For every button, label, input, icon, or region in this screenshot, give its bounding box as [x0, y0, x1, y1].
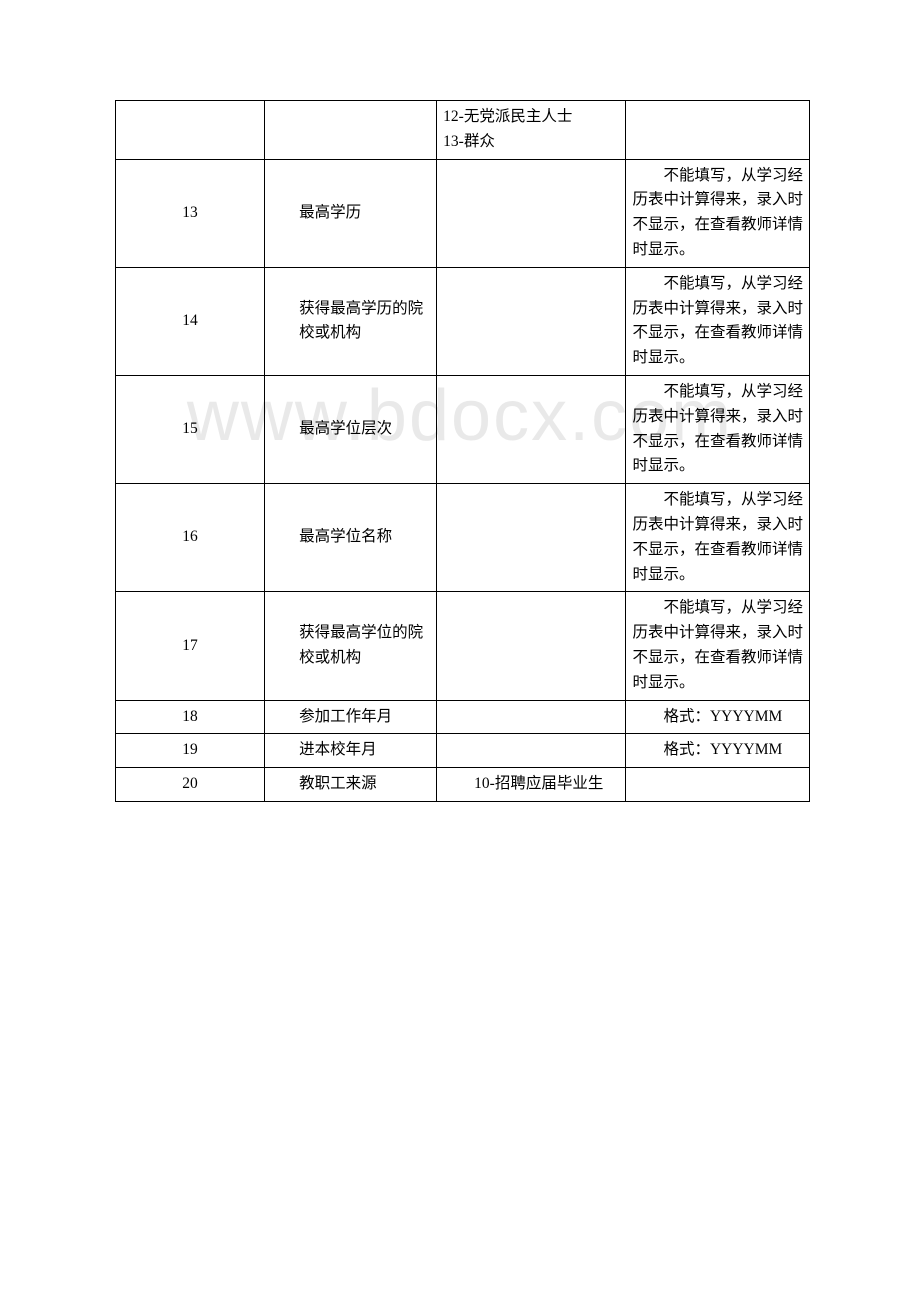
- cell-note: [626, 768, 810, 802]
- note-text: 不能填写，从学习经历表中计算得来，录入时不显示，在查看教师详情时显示。: [632, 164, 803, 263]
- cell-options: 12-无党派民主人士13-群众: [437, 101, 626, 160]
- cell-options: [437, 734, 626, 768]
- cell-note: 不能填写，从学习经历表中计算得来，录入时不显示，在查看教师详情时显示。: [626, 375, 810, 483]
- cell-options: [437, 484, 626, 592]
- note-text: 不能填写，从学习经历表中计算得来，录入时不显示，在查看教师详情时显示。: [632, 596, 803, 695]
- cell-num: 17: [116, 592, 265, 700]
- cell-field: 参加工作年月: [265, 700, 437, 734]
- table-row: 20 教职工来源 10-招聘应届毕业生: [116, 768, 810, 802]
- note-text: 不能填写，从学习经历表中计算得来，录入时不显示，在查看教师详情时显示。: [632, 488, 803, 587]
- cell-num: 20: [116, 768, 265, 802]
- field-text: 最高学历: [271, 201, 430, 226]
- cell-options: [437, 267, 626, 375]
- cell-note: 不能填写，从学习经历表中计算得来，录入时不显示，在查看教师详情时显示。: [626, 592, 810, 700]
- cell-options: [437, 700, 626, 734]
- cell-options: [437, 375, 626, 483]
- field-text: 最高学位名称: [271, 525, 430, 550]
- cell-note: 不能填写，从学习经历表中计算得来，录入时不显示，在查看教师详情时显示。: [626, 484, 810, 592]
- cell-field: 最高学位层次: [265, 375, 437, 483]
- note-text: 格式：YYYYMM: [632, 738, 803, 763]
- note-text: 格式：YYYYMM: [632, 705, 803, 730]
- table-row: 12-无党派民主人士13-群众: [116, 101, 810, 160]
- field-text: 最高学位层次: [271, 417, 430, 442]
- cell-field: 获得最高学历的院校或机构: [265, 267, 437, 375]
- field-text: 获得最高学历的院校或机构: [271, 297, 430, 347]
- field-text: 获得最高学位的院校或机构: [271, 621, 430, 671]
- cell-note: 不能填写，从学习经历表中计算得来，录入时不显示，在查看教师详情时显示。: [626, 267, 810, 375]
- cell-note: 格式：YYYYMM: [626, 700, 810, 734]
- table-row: 13 最高学历 不能填写，从学习经历表中计算得来，录入时不显示，在查看教师详情时…: [116, 159, 810, 267]
- note-text: 不能填写，从学习经历表中计算得来，录入时不显示，在查看教师详情时显示。: [632, 272, 803, 371]
- cell-field: 教职工来源: [265, 768, 437, 802]
- table-row: 17 获得最高学位的院校或机构 不能填写，从学习经历表中计算得来，录入时不显示，…: [116, 592, 810, 700]
- cell-num: 18: [116, 700, 265, 734]
- table-row: 15 最高学位层次 不能填写，从学习经历表中计算得来，录入时不显示，在查看教师详…: [116, 375, 810, 483]
- table-row: 14 获得最高学历的院校或机构 不能填写，从学习经历表中计算得来，录入时不显示，…: [116, 267, 810, 375]
- cell-num: 13: [116, 159, 265, 267]
- cell-options: [437, 159, 626, 267]
- table-row: 16 最高学位名称 不能填写，从学习经历表中计算得来，录入时不显示，在查看教师详…: [116, 484, 810, 592]
- cell-field: 获得最高学位的院校或机构: [265, 592, 437, 700]
- cell-note: [626, 101, 810, 160]
- note-text: 不能填写，从学习经历表中计算得来，录入时不显示，在查看教师详情时显示。: [632, 380, 803, 479]
- cell-num: [116, 101, 265, 160]
- cell-num: 19: [116, 734, 265, 768]
- cell-note: 格式：YYYYMM: [626, 734, 810, 768]
- cell-note: 不能填写，从学习经历表中计算得来，录入时不显示，在查看教师详情时显示。: [626, 159, 810, 267]
- table-body: 12-无党派民主人士13-群众 13 最高学历 不能填写，从学习经历表中计算得来…: [116, 101, 810, 802]
- cell-num: 14: [116, 267, 265, 375]
- field-text: 参加工作年月: [271, 705, 430, 730]
- cell-options: 10-招聘应届毕业生: [437, 768, 626, 802]
- field-text: 进本校年月: [271, 738, 430, 763]
- cell-field: [265, 101, 437, 160]
- cell-field: 进本校年月: [265, 734, 437, 768]
- field-text: 教职工来源: [271, 772, 430, 797]
- table-row: 19 进本校年月 格式：YYYYMM: [116, 734, 810, 768]
- table-row: 18 参加工作年月 格式：YYYYMM: [116, 700, 810, 734]
- cell-field: 最高学历: [265, 159, 437, 267]
- options-text: 10-招聘应届毕业生: [443, 772, 619, 797]
- cell-field: 最高学位名称: [265, 484, 437, 592]
- cell-num: 16: [116, 484, 265, 592]
- data-table: 12-无党派民主人士13-群众 13 最高学历 不能填写，从学习经历表中计算得来…: [115, 100, 810, 802]
- cell-num: 15: [116, 375, 265, 483]
- cell-options: [437, 592, 626, 700]
